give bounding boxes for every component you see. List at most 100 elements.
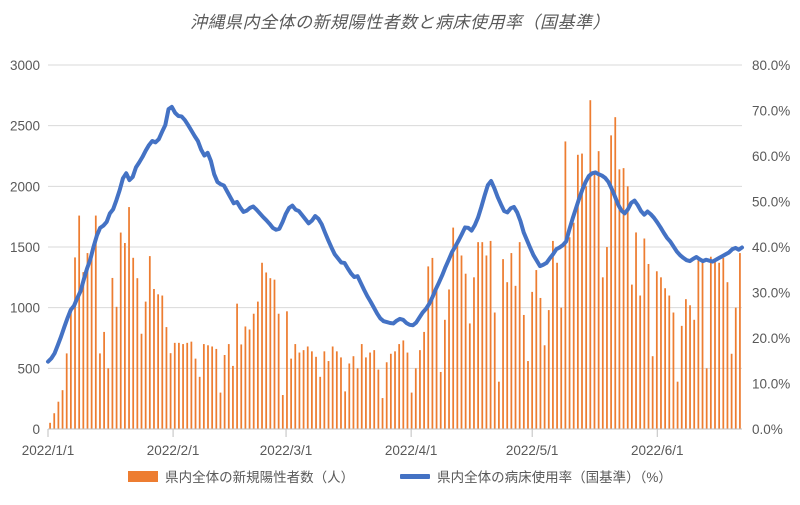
bar	[676, 381, 679, 429]
bar	[128, 207, 130, 429]
bar	[734, 307, 737, 429]
bar	[53, 413, 56, 429]
legend-item-cases[interactable]: 県内全体の新規陽性者数（人）	[128, 466, 354, 486]
bar	[410, 392, 413, 429]
bar	[157, 294, 159, 429]
bar	[211, 346, 214, 429]
y-right-tick-label: 10.0%	[752, 377, 790, 392]
bar	[568, 237, 571, 429]
bar	[194, 358, 197, 429]
bar	[198, 376, 201, 429]
bar	[57, 401, 60, 429]
bar	[261, 262, 263, 429]
bar	[714, 260, 716, 429]
bar	[298, 352, 301, 429]
y-left-tick-label: 2500	[10, 119, 40, 134]
bar	[705, 368, 708, 429]
bar	[277, 313, 280, 429]
bar	[431, 257, 434, 429]
bar	[589, 100, 592, 429]
bar	[668, 295, 671, 429]
bar	[439, 371, 442, 429]
y-left-tick-label: 1000	[10, 301, 40, 316]
bar	[65, 353, 68, 429]
bar	[306, 346, 309, 429]
bar	[119, 232, 122, 429]
bar	[560, 307, 563, 429]
bar	[564, 141, 567, 429]
bar	[444, 319, 446, 429]
bar	[726, 282, 729, 429]
bar	[190, 341, 193, 429]
bar	[344, 391, 347, 429]
bar	[414, 368, 417, 429]
bar	[485, 255, 488, 429]
bar	[369, 352, 371, 429]
bar	[252, 313, 255, 429]
bar	[74, 257, 76, 429]
y-left-tick-label: 1500	[10, 240, 40, 255]
bar	[514, 285, 517, 429]
bar	[256, 301, 259, 429]
bar	[115, 306, 118, 429]
y-right-tick-label: 40.0%	[752, 240, 790, 255]
tick-labels: 0 500 1000 1500 2000 2500 3000 0.0% 10.0% 20.0% 30…	[10, 58, 790, 458]
bar	[518, 242, 521, 429]
bar	[576, 154, 579, 430]
bar	[473, 277, 475, 429]
bar	[647, 263, 650, 429]
y-left-tick-label: 0	[32, 422, 40, 437]
bar	[161, 295, 164, 429]
bar	[360, 344, 363, 429]
bar	[377, 369, 380, 429]
bar	[639, 295, 642, 429]
bar	[389, 353, 392, 429]
bar	[269, 278, 272, 429]
chart-legend: 県内全体の新規陽性者数（人） 県内全体の病床使用率（国基準）（%）	[0, 466, 800, 486]
bar	[148, 256, 151, 429]
bar	[635, 232, 637, 429]
bar	[356, 368, 359, 429]
legend-label-cases: 県内全体の新規陽性者数（人）	[165, 470, 355, 485]
bar	[468, 323, 471, 429]
bar	[107, 368, 110, 429]
bar	[655, 271, 658, 429]
bed-usage-line	[46, 104, 744, 364]
bar	[352, 356, 355, 429]
bar-series	[49, 100, 741, 430]
bar	[701, 261, 704, 429]
bar	[111, 277, 114, 429]
bar	[593, 171, 596, 429]
bar	[493, 312, 496, 429]
bar	[169, 353, 172, 429]
y-right-tick-label: 70.0%	[752, 104, 790, 119]
bar	[522, 314, 525, 429]
bar	[427, 266, 430, 429]
y-right-tick-label: 0.0%	[752, 422, 783, 437]
bar	[244, 326, 247, 429]
bar	[556, 262, 558, 429]
bar	[460, 255, 463, 429]
bar	[227, 344, 230, 429]
bar	[626, 186, 629, 429]
line-series	[46, 104, 744, 364]
legend-label-bed-usage: 県内全体の病床使用率（国基準）（%）	[437, 470, 672, 485]
bar	[124, 243, 126, 429]
bar	[335, 351, 338, 429]
bar	[207, 345, 209, 429]
x-tick-label: 2022/4/1	[385, 443, 438, 458]
bar	[672, 312, 675, 429]
legend-item-bed-usage[interactable]: 県内全体の病床使用率（国基準）（%）	[400, 466, 672, 486]
bar	[448, 289, 450, 429]
bar	[685, 299, 687, 429]
bar	[452, 227, 455, 429]
bar	[103, 331, 105, 429]
bar	[572, 222, 575, 429]
bar	[464, 273, 467, 429]
bar	[165, 327, 168, 429]
bar	[651, 356, 654, 429]
bar	[456, 239, 459, 429]
y-right-tick-label: 50.0%	[752, 195, 790, 210]
